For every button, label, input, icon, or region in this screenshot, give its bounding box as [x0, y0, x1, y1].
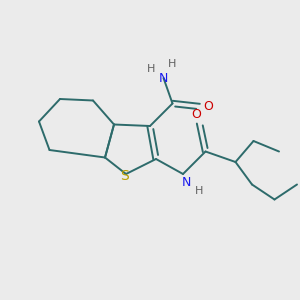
Text: O: O	[191, 107, 201, 121]
Text: S: S	[120, 169, 129, 182]
Text: O: O	[204, 100, 213, 113]
Text: N: N	[181, 176, 191, 190]
Text: N: N	[159, 71, 168, 85]
Text: H: H	[147, 64, 156, 74]
Text: H: H	[195, 185, 204, 196]
Text: H: H	[168, 59, 177, 70]
